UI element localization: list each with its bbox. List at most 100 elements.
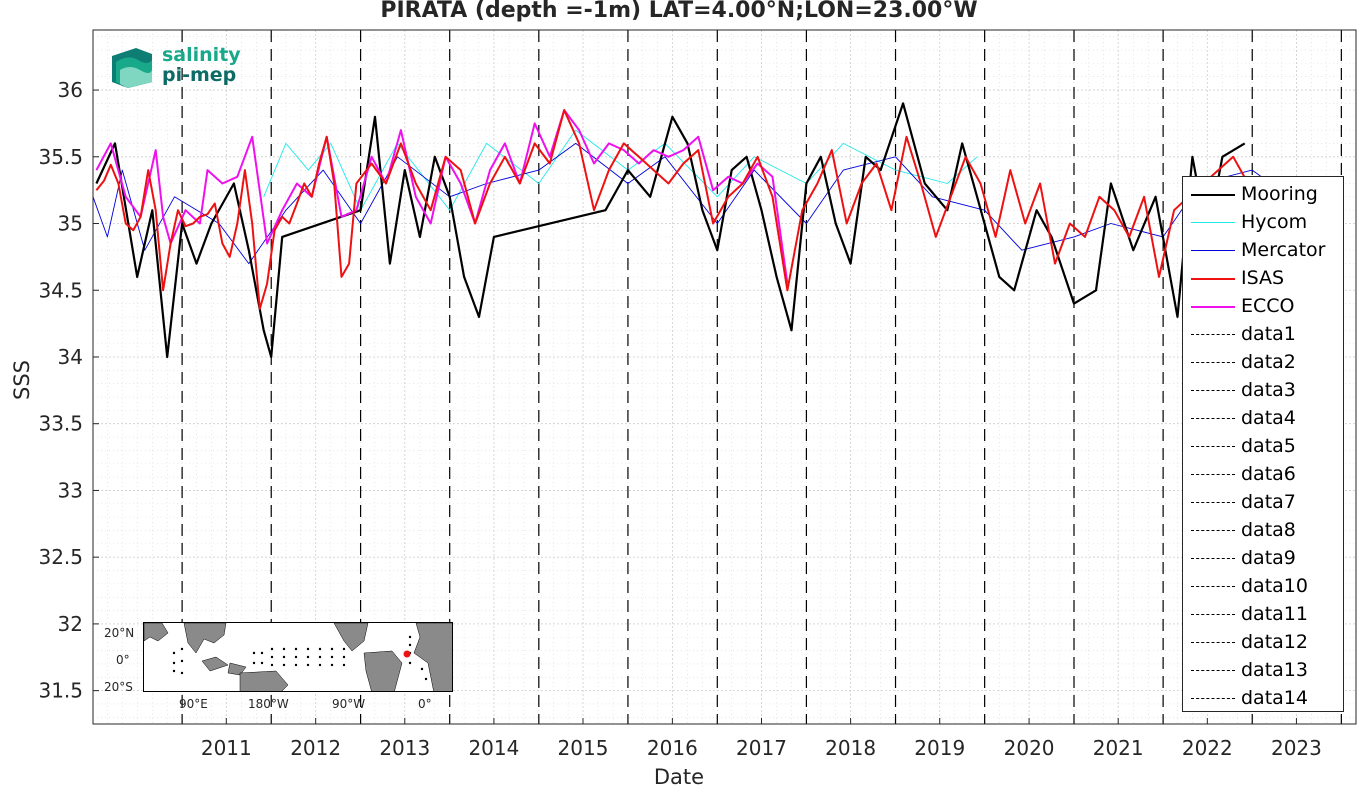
logo-text-salinity: salinity xyxy=(162,44,241,66)
y-tick-label: 35 xyxy=(58,212,83,236)
legend-line-swatch xyxy=(1191,418,1235,419)
legend-item: data1 xyxy=(1183,321,1343,349)
legend-label: data13 xyxy=(1241,659,1308,681)
legend-item: data5 xyxy=(1183,433,1343,461)
legend-line-swatch xyxy=(1191,222,1235,223)
inset-lon-tick: 90°E xyxy=(179,697,208,711)
legend-line-swatch xyxy=(1191,306,1235,308)
legend-item: ISAS xyxy=(1183,265,1343,293)
legend-line-swatch xyxy=(1191,250,1235,251)
logo-text-pimep: pi-mep xyxy=(162,64,237,86)
station-marker xyxy=(403,650,411,658)
legend-item: Mercator xyxy=(1183,237,1343,265)
legend-label: data9 xyxy=(1241,547,1296,569)
legend-line-swatch xyxy=(1191,558,1235,559)
x-tick-label: 2013 xyxy=(379,736,430,760)
inset-map xyxy=(143,622,453,692)
legend-line-swatch xyxy=(1191,362,1235,363)
legend-item: data3 xyxy=(1183,377,1343,405)
legend-label: data14 xyxy=(1241,687,1308,709)
x-tick-label: 2015 xyxy=(558,736,609,760)
legend-line-swatch xyxy=(1191,502,1235,503)
x-tick-label: 2014 xyxy=(468,736,519,760)
legend-label: data10 xyxy=(1241,575,1308,597)
x-tick-label: 2023 xyxy=(1271,736,1322,760)
legend-item: data7 xyxy=(1183,489,1343,517)
legend-line-swatch xyxy=(1191,642,1235,643)
legend-line-swatch xyxy=(1191,586,1235,587)
series-line-hycom xyxy=(263,129,978,211)
inset-lat-tick: 20°S xyxy=(104,680,133,694)
x-tick-label: 2019 xyxy=(914,736,965,760)
legend-label: data5 xyxy=(1241,435,1296,457)
legend-label: data4 xyxy=(1241,407,1296,429)
legend-item: data13 xyxy=(1183,657,1343,685)
axes-box xyxy=(92,29,1357,725)
legend-label: Hycom xyxy=(1241,211,1308,233)
legend-item: ECCO xyxy=(1183,293,1343,321)
y-tick-label: 32 xyxy=(58,612,83,636)
legend-line-swatch xyxy=(1191,278,1235,280)
inset-lat-tick: 20°N xyxy=(104,626,135,640)
legend-line-swatch xyxy=(1191,698,1235,699)
inset-lat-tick: 0° xyxy=(116,653,130,667)
legend-label: data6 xyxy=(1241,463,1296,485)
inset-map-svg xyxy=(144,623,452,691)
y-tick-label: 33 xyxy=(58,478,83,502)
legend-item: data12 xyxy=(1183,629,1343,657)
legend-item: data9 xyxy=(1183,545,1343,573)
x-tick-label: 2021 xyxy=(1093,736,1144,760)
y-tick-label: 33.5 xyxy=(38,412,83,436)
legend-item: data14 xyxy=(1183,685,1343,713)
y-tick-label: 34 xyxy=(58,345,83,369)
legend-item: data2 xyxy=(1183,349,1343,377)
x-tick-label: 2020 xyxy=(1004,736,1055,760)
legend-label: data12 xyxy=(1241,631,1308,653)
legend-line-swatch xyxy=(1191,446,1235,447)
legend-line-swatch xyxy=(1191,530,1235,531)
buoy-markers xyxy=(172,635,428,681)
legend-line-swatch xyxy=(1191,334,1235,335)
legend-label: ISAS xyxy=(1241,267,1285,289)
legend-line-swatch xyxy=(1191,390,1235,391)
x-tick-label: 2016 xyxy=(647,736,698,760)
series-line-isas xyxy=(95,109,1249,310)
legend-item: data8 xyxy=(1183,517,1343,545)
legend-label: ECCO xyxy=(1241,295,1295,317)
x-axis-label: Date xyxy=(653,765,705,789)
legend-item: data4 xyxy=(1183,405,1343,433)
x-tick-label: 2018 xyxy=(825,736,876,760)
legend-item: data6 xyxy=(1183,461,1343,489)
x-tick-label: 2011 xyxy=(201,736,252,760)
x-tick-label: 2022 xyxy=(1182,736,1233,760)
legend-label: data3 xyxy=(1241,379,1296,401)
inset-lon-tick: 180°W xyxy=(248,697,289,711)
y-tick-label: 35.5 xyxy=(38,145,83,169)
inset-lon-tick: 0° xyxy=(418,697,432,711)
y-axis-label: SSS xyxy=(10,360,34,400)
legend-item: Hycom xyxy=(1183,209,1343,237)
legend-item: data10 xyxy=(1183,573,1343,601)
legend-item: Mooring xyxy=(1183,181,1343,209)
plot-area xyxy=(93,30,1356,724)
x-tick-label: 2017 xyxy=(736,736,787,760)
legend-label: data11 xyxy=(1241,603,1308,625)
series-line-ecco xyxy=(95,109,789,284)
y-tick-label: 31.5 xyxy=(38,679,83,703)
series-line-mooring xyxy=(95,102,1246,359)
legend: Mooring Hycom Mercator ISAS ECCO data1 data2 da… xyxy=(1182,176,1344,712)
y-tick-label: 34.5 xyxy=(38,278,83,302)
legend-label: data7 xyxy=(1241,491,1296,513)
legend-line-swatch xyxy=(1191,614,1235,615)
chart-title: PIRATA (depth =-1m) LAT=4.00°N;LON=23.00… xyxy=(380,0,978,23)
wave-logo-icon xyxy=(112,48,152,88)
legend-label: Mooring xyxy=(1241,183,1318,205)
legend-label: data8 xyxy=(1241,519,1296,541)
legend-item: data11 xyxy=(1183,601,1343,629)
legend-label: data1 xyxy=(1241,323,1296,345)
inset-lon-tick: 90°W xyxy=(332,697,366,711)
salinity-pimep-logo: salinity pi-mep xyxy=(108,44,248,92)
legend-line-swatch xyxy=(1191,194,1235,196)
y-tick-label: 36 xyxy=(58,78,83,102)
